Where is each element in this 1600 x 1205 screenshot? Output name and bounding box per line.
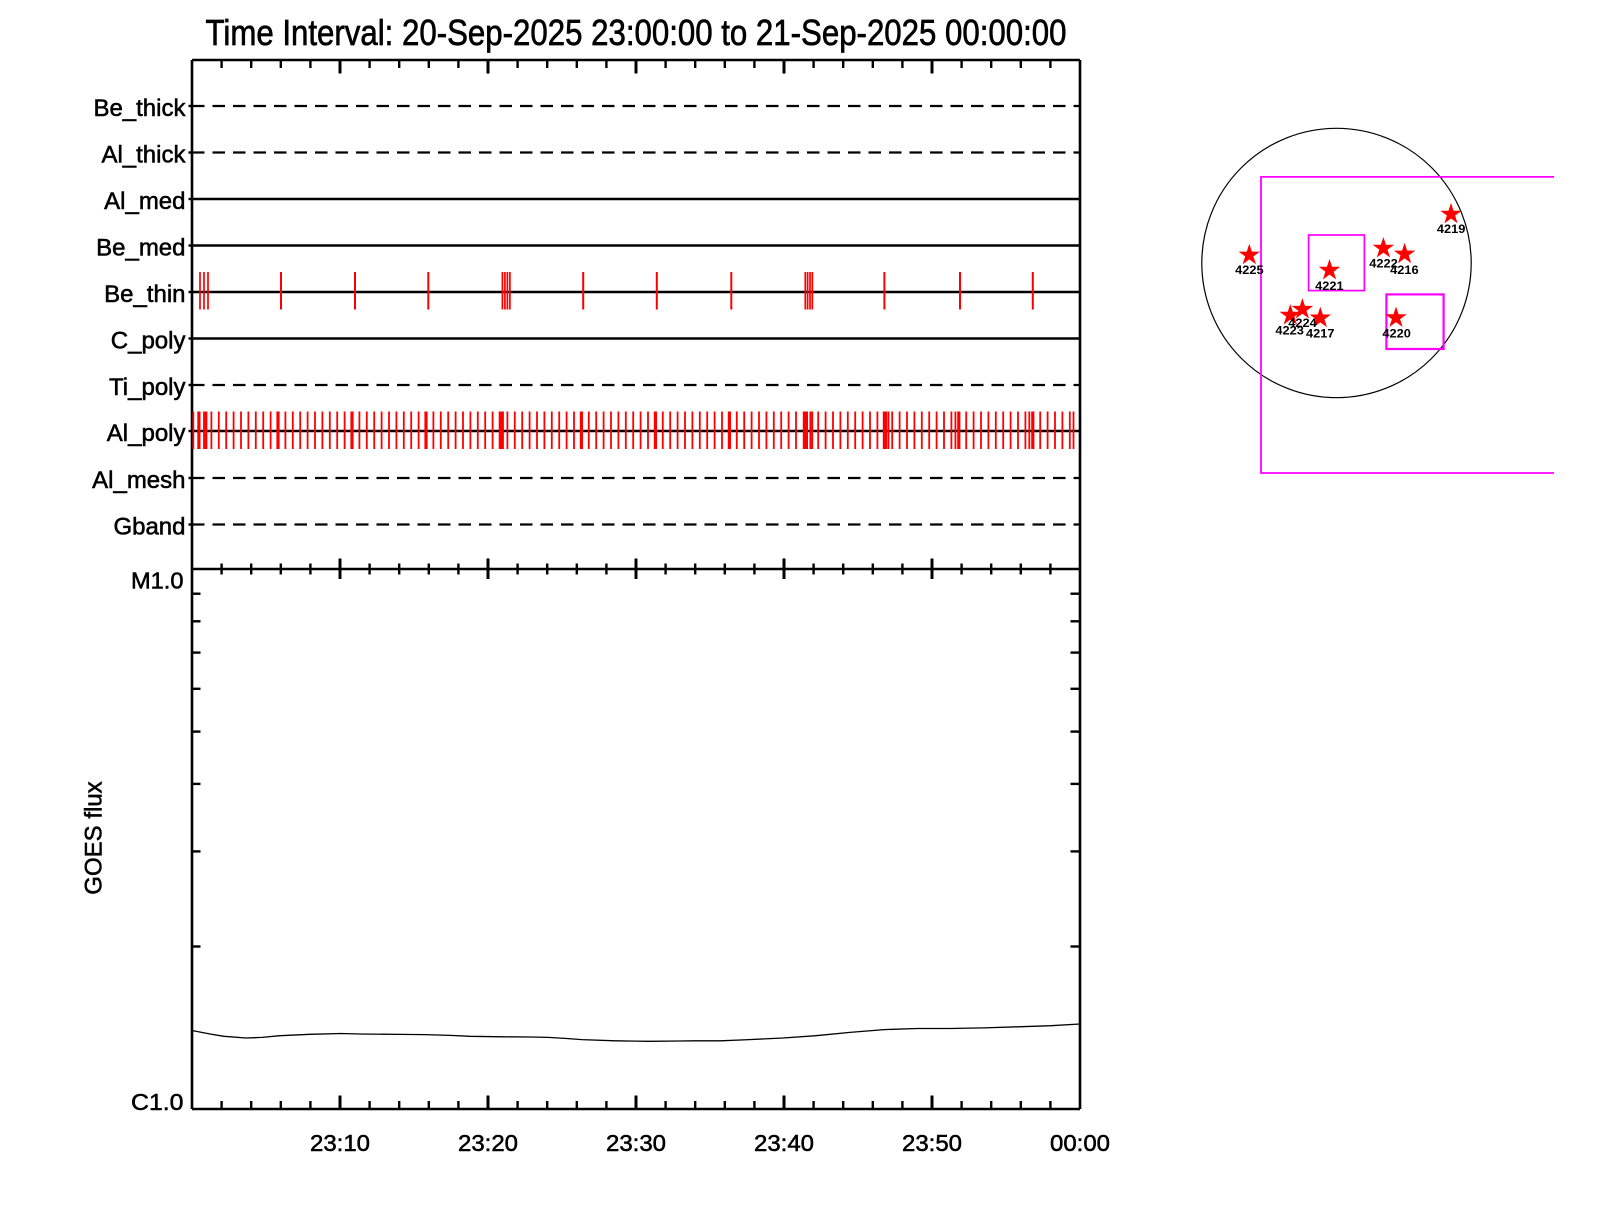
svg-text:23:40: 23:40	[754, 1130, 814, 1156]
svg-text:4222: 4222	[1369, 257, 1398, 271]
svg-text:Ti_poly: Ti_poly	[109, 374, 185, 401]
svg-text:00:00: 00:00	[1050, 1130, 1110, 1156]
svg-text:4219: 4219	[1437, 222, 1466, 236]
svg-text:Al_med: Al_med	[104, 188, 185, 215]
svg-text:M1.0: M1.0	[131, 568, 184, 594]
svg-text:C_poly: C_poly	[111, 328, 186, 355]
svg-text:Be_med: Be_med	[96, 235, 185, 262]
svg-text:23:10: 23:10	[310, 1130, 370, 1156]
svg-text:Al_poly: Al_poly	[107, 420, 186, 447]
svg-text:4225: 4225	[1235, 263, 1264, 277]
svg-text:C1.0: C1.0	[131, 1089, 184, 1115]
svg-text:4216: 4216	[1390, 263, 1419, 277]
svg-text:Al_thick: Al_thick	[101, 142, 186, 169]
svg-text:23:20: 23:20	[458, 1130, 518, 1156]
svg-text:Al_mesh: Al_mesh	[92, 467, 185, 494]
svg-text:4224: 4224	[1288, 316, 1317, 330]
svg-text:4221: 4221	[1315, 279, 1344, 293]
svg-text:Time Interval: 20-Sep-2025 23:: Time Interval: 20-Sep-2025 23:00:00 to 2…	[206, 12, 1067, 53]
svg-text:23:30: 23:30	[606, 1130, 666, 1156]
svg-text:Gband: Gband	[113, 514, 185, 541]
svg-text:4217: 4217	[1306, 326, 1335, 340]
svg-text:23:50: 23:50	[902, 1130, 962, 1156]
svg-text:Be_thin: Be_thin	[104, 281, 185, 308]
svg-text:GOES flux: GOES flux	[81, 781, 108, 894]
svg-text:4220: 4220	[1382, 327, 1411, 341]
svg-text:4223: 4223	[1275, 323, 1304, 337]
svg-text:Be_thick: Be_thick	[93, 95, 186, 122]
